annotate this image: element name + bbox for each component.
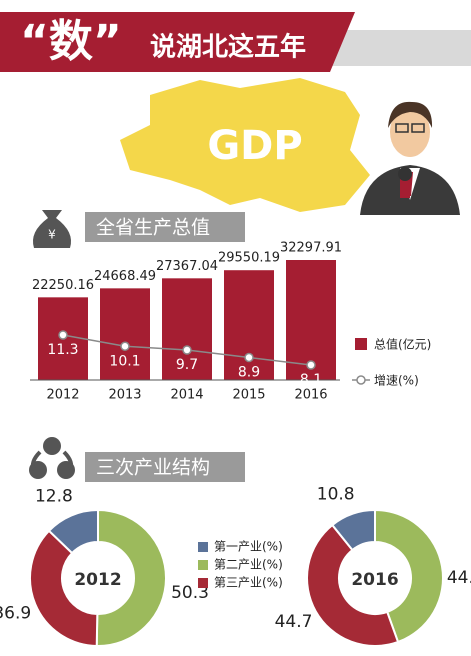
value-label: 29550.19 [218, 251, 280, 266]
section-bar [85, 212, 245, 242]
legend-label: 增速(%) [374, 374, 419, 388]
x-tick-label: 2016 [294, 388, 327, 403]
donut-segment [330, 508, 376, 552]
donut-segment [47, 508, 99, 555]
yen-sign: ¥ [48, 228, 56, 242]
growth-label: 8.1 [300, 372, 322, 388]
growth-point [182, 345, 192, 355]
donut-label: 36.9 [0, 603, 31, 623]
x-tick-label: 2012 [46, 388, 79, 403]
donut-center: 2012 [74, 570, 121, 590]
donut-label: 10.8 [317, 485, 355, 505]
header-banner [0, 12, 355, 72]
section-bar [85, 452, 245, 482]
bar [286, 260, 336, 380]
x-tick-label: 2014 [170, 388, 203, 403]
legend-label: 第三产业(%) [214, 576, 283, 590]
donut-segment [306, 523, 400, 647]
growth-point [120, 341, 130, 351]
reporter-icon [360, 101, 460, 215]
bar [162, 278, 212, 380]
legend-label: 第二产业(%) [214, 558, 283, 572]
donut-label: 44.5 [447, 568, 471, 588]
map-shape [120, 78, 370, 212]
donut-center: 2016 [351, 570, 398, 590]
donut-label: 12.8 [35, 487, 73, 507]
legend-swatch [355, 338, 367, 350]
legend-label: 总值(亿元) [374, 337, 431, 352]
legend-swatch [198, 578, 208, 588]
map-label: GDP [207, 123, 302, 169]
value-label: 22250.16 [32, 278, 94, 293]
growth-point [306, 360, 316, 370]
donut-label: 44.7 [275, 612, 313, 632]
growth-point [58, 330, 68, 340]
header-quote: “数” [20, 16, 122, 67]
money-bag-icon [32, 210, 72, 248]
cycle-icon [29, 437, 75, 479]
x-tick-label: 2015 [232, 388, 265, 403]
donut-segment [95, 508, 167, 647]
value-label: 27367.04 [156, 259, 218, 274]
header-title: 说湖北这五年 [150, 32, 306, 63]
bar [100, 288, 150, 380]
legend-swatch [198, 560, 208, 570]
growth-point [244, 352, 254, 363]
x-tick-label: 2013 [108, 388, 141, 403]
growth-label: 9.7 [176, 357, 198, 373]
legend-marker [356, 375, 366, 385]
value-label: 32297.91 [280, 241, 342, 256]
legend-swatch [198, 542, 208, 552]
growth-label: 8.9 [238, 365, 260, 381]
value-label: 24668.49 [94, 269, 156, 284]
section-title: 三次产业结构 [96, 457, 210, 479]
growth-label: 10.1 [109, 353, 140, 369]
section-title: 全省生产总值 [96, 217, 210, 239]
donut-segment [374, 508, 444, 644]
donut-segment [29, 529, 99, 648]
legend-label: 第一产业(%) [214, 540, 283, 554]
growth-label: 11.3 [47, 342, 78, 358]
